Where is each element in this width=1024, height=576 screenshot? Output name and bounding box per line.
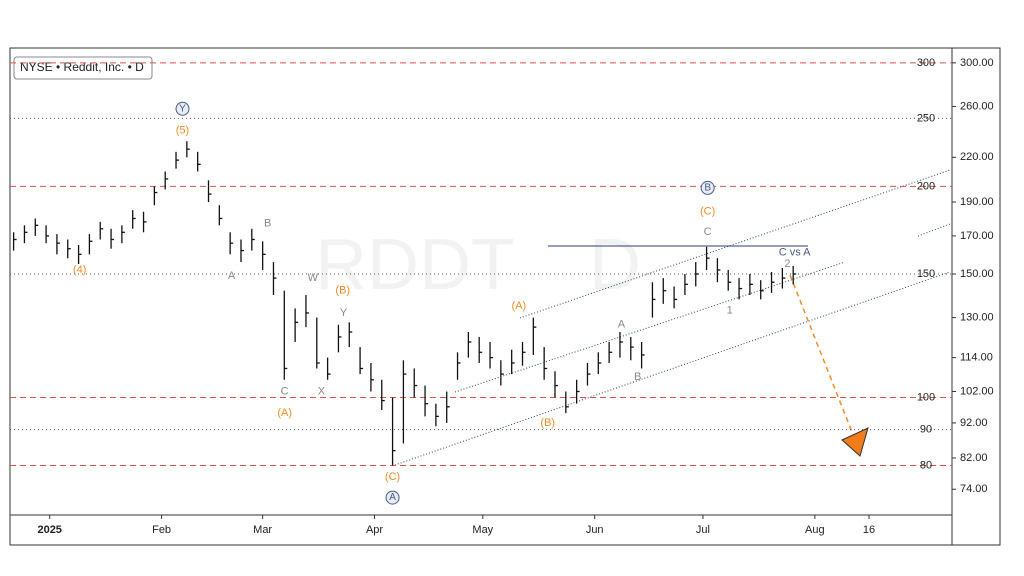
level-label: 150 [917, 268, 935, 280]
y-tick-label: 150.00 [960, 268, 994, 280]
wave-circle [700, 180, 715, 195]
wave-label: (4) [73, 264, 86, 276]
channel-lower [394, 271, 951, 466]
channel-middle [454, 261, 846, 393]
wave-label: (C) [385, 471, 400, 483]
x-tick-label: Aug [805, 524, 825, 536]
y-tick-label: 130.00 [960, 312, 994, 324]
x-tick-label: Feb [152, 524, 171, 536]
wave-label: Y [179, 103, 186, 114]
trend-lines [394, 169, 951, 466]
watermark-interval: D [589, 225, 641, 305]
channel-upper [519, 169, 951, 319]
level-label: 100 [917, 391, 935, 403]
y-tick-label: 300.00 [960, 57, 994, 69]
wave-label: B [704, 183, 711, 194]
wave-label: C [281, 385, 289, 397]
level-label: 300 [917, 57, 935, 69]
y-tick-label: 92.00 [960, 417, 988, 429]
wave-label: B [264, 217, 271, 229]
chart-frame [9, 47, 1001, 546]
wave-circle [385, 490, 400, 505]
wave-label: (5) [176, 125, 189, 137]
wave-label: A [389, 492, 396, 503]
x-tick-label: Mar [253, 524, 272, 536]
wave-label: Y [340, 307, 348, 319]
x-tick-label: Apr [366, 524, 383, 536]
wave-label: C vs A [779, 246, 811, 258]
y-tick-label: 74.00 [960, 483, 988, 495]
y-tick-label: 114.00 [960, 352, 993, 364]
x-tick-label: May [472, 524, 493, 536]
wave-label: (A) [277, 407, 292, 419]
y-tick-label: 190.00 [960, 196, 994, 208]
legend-box [13, 56, 153, 80]
wave-label: C [704, 226, 712, 238]
wave-circle [175, 101, 190, 116]
wave-label: A [228, 270, 236, 282]
projection-arrow [789, 274, 853, 433]
arrow-head [841, 427, 869, 457]
x-tick-label: 2025 [37, 524, 61, 536]
x-tick-label: Jul [696, 524, 710, 536]
wave-label: X [318, 385, 326, 397]
wave-label: (B) [335, 285, 350, 297]
wave-label: 2 [784, 258, 790, 270]
level-label: 250 [917, 112, 935, 124]
wave-label: (A) [512, 300, 527, 312]
wave-label: (C) [700, 206, 715, 218]
y-tick-label: 102.00 [960, 385, 994, 397]
wave-label: B [634, 371, 641, 383]
watermark: RDDT D [315, 225, 641, 305]
wave-label: (B) [540, 417, 555, 429]
y-tick-label: 260.00 [960, 100, 994, 112]
wave-label: A [618, 319, 626, 331]
watermark-symbol: RDDT [315, 225, 515, 305]
wave-label: 1 [727, 305, 733, 317]
level-label: 200 [917, 180, 935, 192]
wave-label: W [308, 272, 319, 284]
x-tick-label: Jun [586, 524, 604, 536]
legend-title: NYSE • Reddit, Inc. • D [20, 60, 144, 74]
x-tick-label: 16 [863, 524, 875, 536]
y-tick-label: 170.00 [960, 230, 994, 242]
level-label: 90 [920, 424, 932, 436]
y-tick-label: 220.00 [960, 151, 994, 163]
y-tick-label: 82.00 [960, 452, 988, 464]
level-label: 80 [920, 459, 932, 471]
